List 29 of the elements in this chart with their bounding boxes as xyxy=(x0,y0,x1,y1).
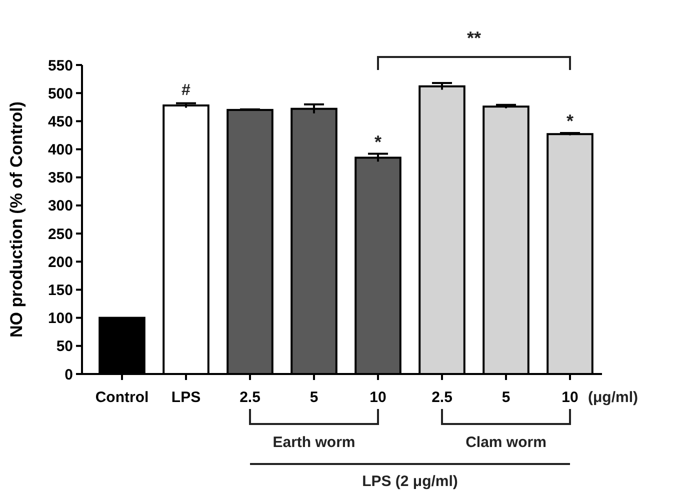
text: Earth worm xyxy=(272,434,356,451)
x-tick-label: 5 xyxy=(502,389,510,406)
y-tick-label: 200 xyxy=(48,254,73,271)
x-tick-label: 10 xyxy=(562,389,578,406)
x-tick-label: 2.5 xyxy=(432,389,452,406)
x-tick-label: LPS xyxy=(171,389,201,406)
annotation: # xyxy=(182,82,191,100)
y-tick-label: 350 xyxy=(48,170,73,187)
x-tick-label: 2.5 xyxy=(240,389,260,406)
y-tick-label: 0 xyxy=(64,366,73,384)
y-tick-label: 450 xyxy=(48,113,73,130)
y-tick-label: 50 xyxy=(56,338,73,356)
y-tick-label: 150 xyxy=(48,282,73,299)
y-tick-label: 400 xyxy=(48,142,73,159)
y-axis-title: NO production (% of Control) xyxy=(7,101,26,338)
x-tick-label: 5 xyxy=(310,389,318,406)
annotation: * xyxy=(566,110,574,131)
x-tick-label: 10 xyxy=(370,389,386,406)
text: (μg/ml) xyxy=(588,389,638,406)
annotation: * xyxy=(374,132,382,152)
y-tick-label: 300 xyxy=(48,198,73,215)
y-tick-label: 550 xyxy=(48,57,73,74)
y-tick-label: 100 xyxy=(48,310,73,328)
text: ** xyxy=(466,28,482,48)
text: LPS (2 μg/ml) xyxy=(362,473,458,490)
y-tick-label: 500 xyxy=(48,85,73,102)
x-tick-label: Control xyxy=(95,389,149,406)
y-tick-label: 250 xyxy=(48,226,73,243)
text: Clam worm xyxy=(466,434,546,451)
